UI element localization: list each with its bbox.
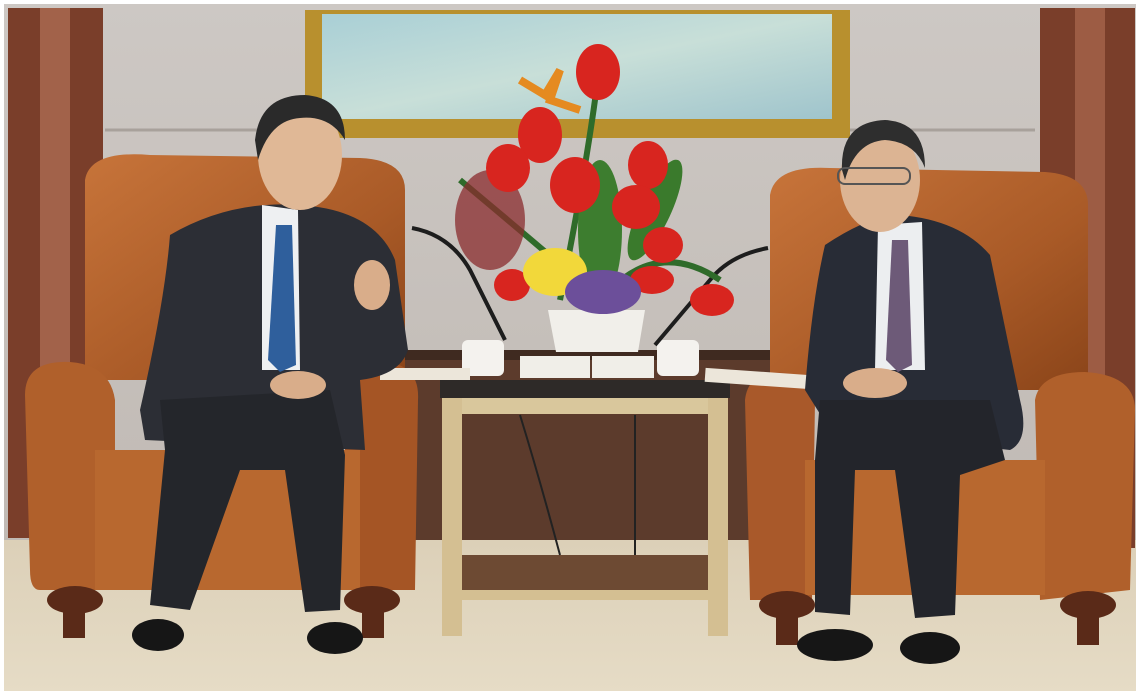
shoe (132, 619, 184, 651)
orchid-spray (455, 170, 525, 270)
chair-foot (63, 600, 85, 638)
table-leg (708, 398, 728, 636)
anthurium (518, 107, 562, 163)
right-person (797, 120, 1024, 664)
tie (886, 240, 912, 372)
left-person (132, 95, 408, 654)
hair (255, 95, 345, 160)
shoe (307, 622, 363, 654)
bird-of-paradise (517, 67, 582, 114)
documents (704, 367, 826, 391)
chair-arm (25, 361, 115, 590)
microphone (653, 246, 769, 347)
cabinet-top (400, 350, 770, 360)
chair-arm (345, 361, 419, 590)
anthurium (612, 185, 660, 229)
table-apron (442, 398, 728, 414)
tie (268, 225, 296, 372)
shoe (797, 629, 873, 661)
table-shelf (462, 555, 708, 595)
chair-arm (745, 372, 815, 600)
anthurium (630, 266, 674, 294)
anthuriums (486, 44, 734, 316)
chair-foot (776, 605, 798, 645)
documents (380, 368, 470, 380)
trousers (815, 400, 1005, 618)
face (840, 128, 920, 232)
anthurium (576, 44, 620, 100)
mic-cable (519, 414, 636, 556)
anthurium (628, 141, 668, 189)
table-leg (442, 398, 462, 636)
tea-cup (657, 340, 699, 376)
chair-arm (1035, 372, 1135, 600)
face (258, 100, 342, 210)
hand (354, 260, 390, 310)
anthurium (494, 269, 530, 301)
shoe (900, 632, 960, 664)
side-table (440, 380, 730, 636)
chair-foot (1077, 605, 1099, 645)
hand (270, 371, 326, 399)
anthurium (643, 227, 683, 263)
anthurium (550, 157, 600, 213)
anthurium (486, 144, 530, 192)
table-rail (462, 590, 708, 600)
hand (843, 368, 907, 398)
tea-cup (462, 340, 504, 376)
hair (841, 120, 925, 180)
trousers (150, 390, 345, 612)
glasses (837, 167, 911, 185)
vase (548, 310, 645, 352)
table-top (440, 380, 730, 398)
name-plate (520, 356, 590, 378)
name-plate (592, 356, 654, 378)
chair-foot (362, 600, 384, 638)
purple-flowers (565, 270, 641, 314)
anthurium (690, 284, 734, 316)
flower-arrangement (455, 44, 734, 352)
microphone (411, 226, 507, 341)
